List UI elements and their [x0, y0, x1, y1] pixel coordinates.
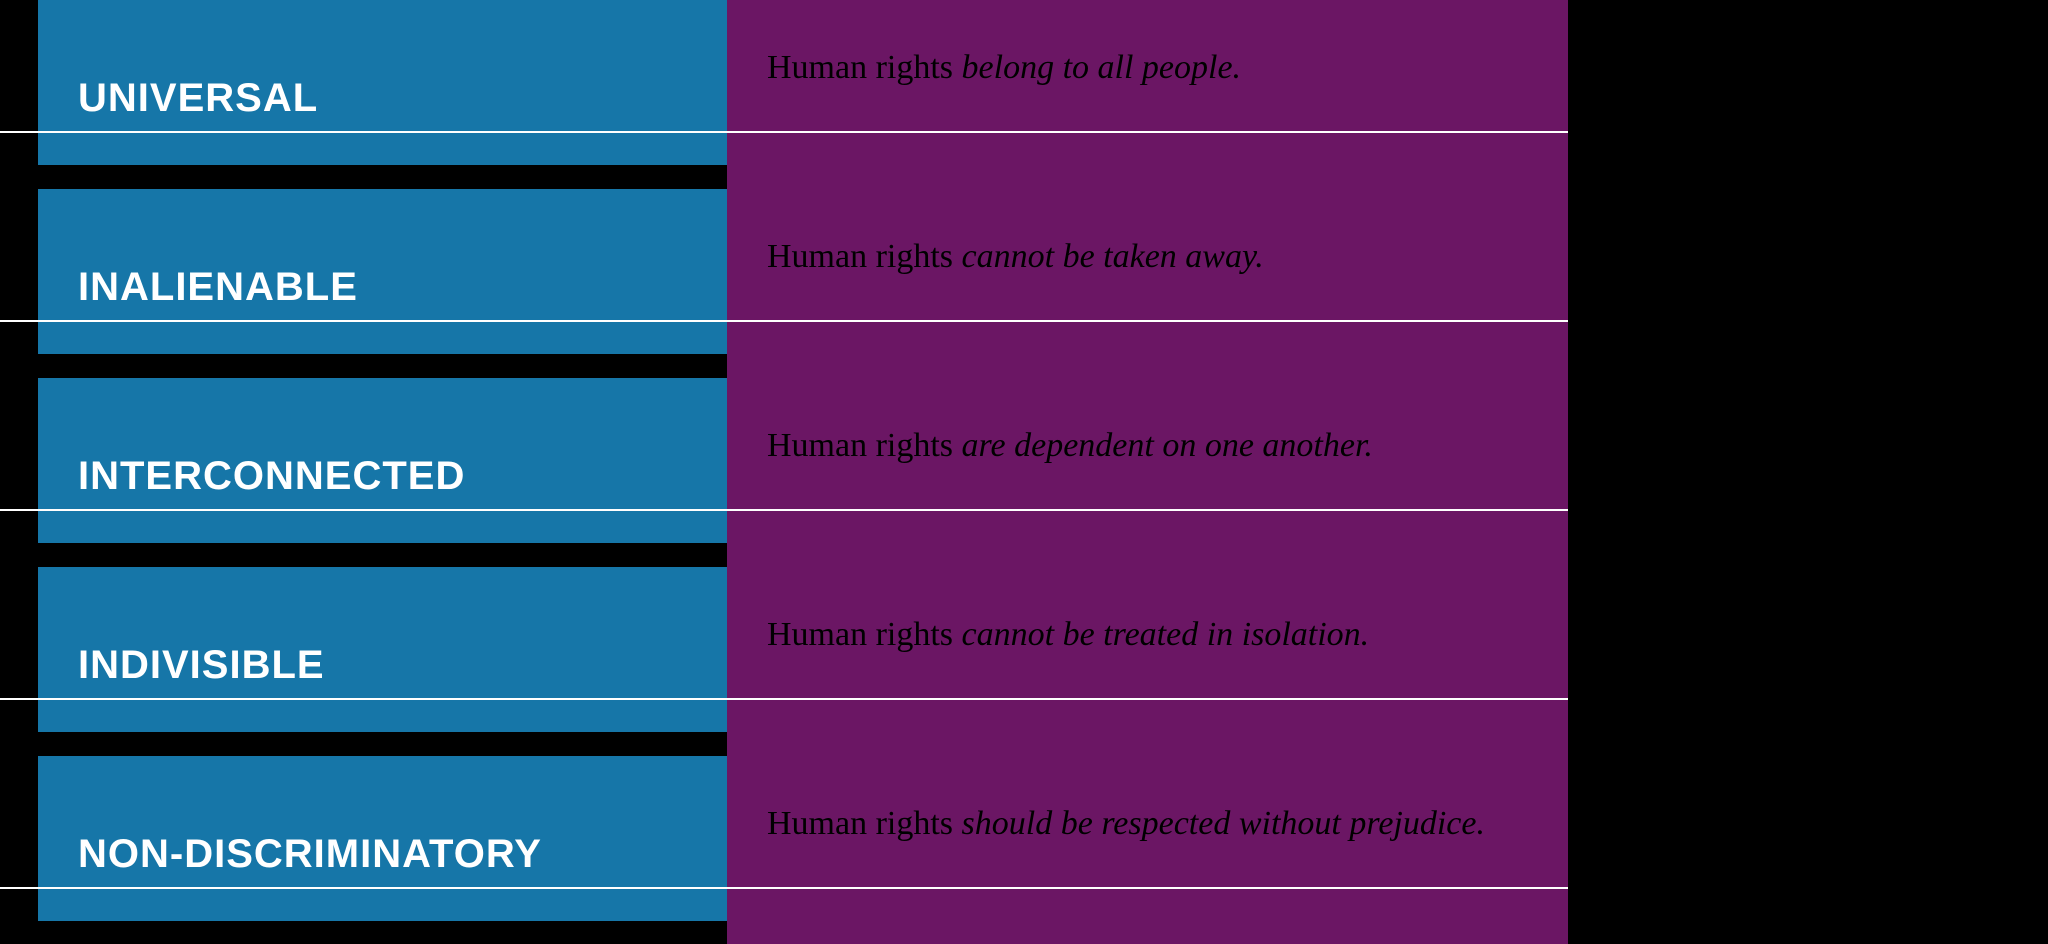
body-row-non-discriminatory: Human rights should be respected without… — [727, 700, 1568, 887]
body-row-interconnected: Human rights are dependent on one anothe… — [727, 322, 1568, 509]
title-block-inalienable: INALIENABLE — [38, 189, 727, 354]
title-text: NON-DISCRIMINATORY — [78, 832, 542, 877]
divider-left-4 — [0, 698, 727, 700]
divider-right-3 — [727, 509, 1568, 511]
infographic-container: UNIVERSAL INALIENABLE INTERCONNECTED IND… — [0, 0, 2048, 944]
title-block-non-discriminatory: NON-DISCRIMINATORY — [38, 756, 727, 921]
body-text: Human rights belong to all people. — [767, 49, 1241, 87]
left-blue-column: UNIVERSAL INALIENABLE INTERCONNECTED IND… — [38, 0, 727, 944]
title-block-indivisible: INDIVISIBLE — [38, 567, 727, 732]
title-text: UNIVERSAL — [78, 76, 318, 121]
divider-left-5 — [0, 887, 727, 889]
divider-left-3 — [0, 509, 727, 511]
body-text: Human rights cannot be treated in isolat… — [767, 616, 1369, 654]
title-block-universal: UNIVERSAL — [38, 0, 727, 165]
title-text: INALIENABLE — [78, 265, 358, 310]
divider-right-5 — [727, 887, 1568, 889]
divider-right-1 — [727, 131, 1568, 133]
divider-right-2 — [727, 320, 1568, 322]
divider-left-1 — [0, 131, 727, 133]
divider-right-4 — [727, 698, 1568, 700]
body-row-inalienable: Human rights cannot be taken away. — [727, 133, 1568, 320]
divider-left-2 — [0, 320, 727, 322]
body-text: Human rights are dependent on one anothe… — [767, 427, 1373, 465]
body-row-indivisible: Human rights cannot be treated in isolat… — [727, 511, 1568, 698]
title-block-interconnected: INTERCONNECTED — [38, 378, 727, 543]
body-row-universal: Human rights belong to all people. — [727, 0, 1568, 131]
body-text: Human rights should be respected without… — [767, 805, 1485, 843]
title-text: INTERCONNECTED — [78, 454, 465, 499]
title-text: INDIVISIBLE — [78, 643, 325, 688]
body-text: Human rights cannot be taken away. — [767, 238, 1264, 276]
